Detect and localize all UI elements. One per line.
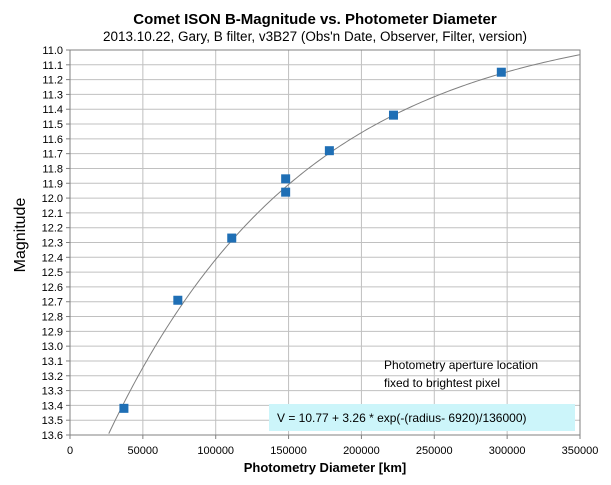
y-tick-label: 12.4 (42, 252, 63, 264)
x-tick-label: 100000 (197, 445, 234, 457)
x-axis-ticks: 0 50000 100000 150000 200000 250000 300000 3500… (67, 435, 598, 457)
data-point (173, 295, 183, 305)
x-tick-label: 150000 (270, 445, 307, 457)
chart-subtitle: 2013.10.22, Gary, B filter, v3B27 (Obs'n… (103, 29, 527, 44)
y-tick-label: 12.3 (42, 238, 63, 250)
data-point (496, 67, 506, 77)
data-point (281, 174, 291, 184)
data-points (119, 67, 506, 413)
y-tick-label: 11.2 (42, 75, 63, 87)
y-tick-label: 13.6 (42, 430, 63, 442)
x-axis-label: Photometry Diameter [km] (244, 460, 407, 475)
y-axis-ticks: 11.0 11.1 11.2 11.3 11.4 11.5 11.6 11.7 11.8 11.9… (42, 45, 70, 442)
data-point (324, 146, 334, 156)
y-tick-label: 12.2 (42, 223, 63, 235)
y-tick-label: 12.0 (42, 193, 63, 205)
x-tick-label: 0 (67, 445, 73, 457)
x-tick-label: 350000 (562, 445, 599, 457)
y-tick-label: 13.2 (42, 371, 63, 383)
y-tick-label: 11.8 (42, 163, 63, 175)
annotation-line-2: fixed to brightest pixel (384, 376, 500, 390)
gridlines (69, 49, 581, 436)
y-tick-label: 11.1 (42, 60, 63, 72)
data-point (281, 187, 291, 197)
y-tick-label: 13.5 (42, 415, 63, 427)
fit-equation: V = 10.77 + 3.26 * exp(-(radius- 6920)/1… (277, 411, 527, 425)
equation-box (269, 404, 575, 431)
y-axis-label: Magnitude (12, 198, 29, 273)
data-point (119, 403, 129, 413)
y-tick-label: 11.4 (42, 104, 63, 116)
x-tick-label: 50000 (128, 445, 159, 457)
y-tick-label: 11.6 (42, 134, 63, 146)
y-tick-label: 13.0 (42, 341, 63, 353)
data-point (388, 110, 398, 120)
y-tick-label: 11.0 (42, 45, 63, 57)
y-tick-label: 11.5 (42, 119, 63, 131)
x-tick-label: 200000 (343, 445, 380, 457)
data-point (227, 233, 237, 243)
y-tick-label: 12.8 (42, 312, 63, 324)
y-tick-label: 13.1 (42, 356, 63, 368)
y-tick-label: 12.1 (42, 208, 63, 220)
y-tick-label: 12.7 (42, 297, 63, 309)
y-tick-label: 12.9 (42, 326, 63, 338)
chart-title: Comet ISON B-Magnitude vs. Photometer Di… (133, 11, 497, 28)
y-tick-label: 11.3 (42, 89, 63, 101)
y-tick-label: 13.4 (42, 400, 63, 412)
y-tick-label: 11.7 (42, 149, 63, 161)
annotation-line-1: Photometry aperture location (384, 358, 538, 372)
fit-curve (108, 54, 581, 434)
x-tick-label: 300000 (489, 445, 526, 457)
y-tick-label: 12.5 (42, 267, 63, 279)
y-tick-label: 13.3 (42, 386, 63, 398)
x-tick-label: 250000 (416, 445, 453, 457)
y-tick-label: 12.6 (42, 282, 63, 294)
y-tick-label: 11.9 (42, 178, 63, 190)
